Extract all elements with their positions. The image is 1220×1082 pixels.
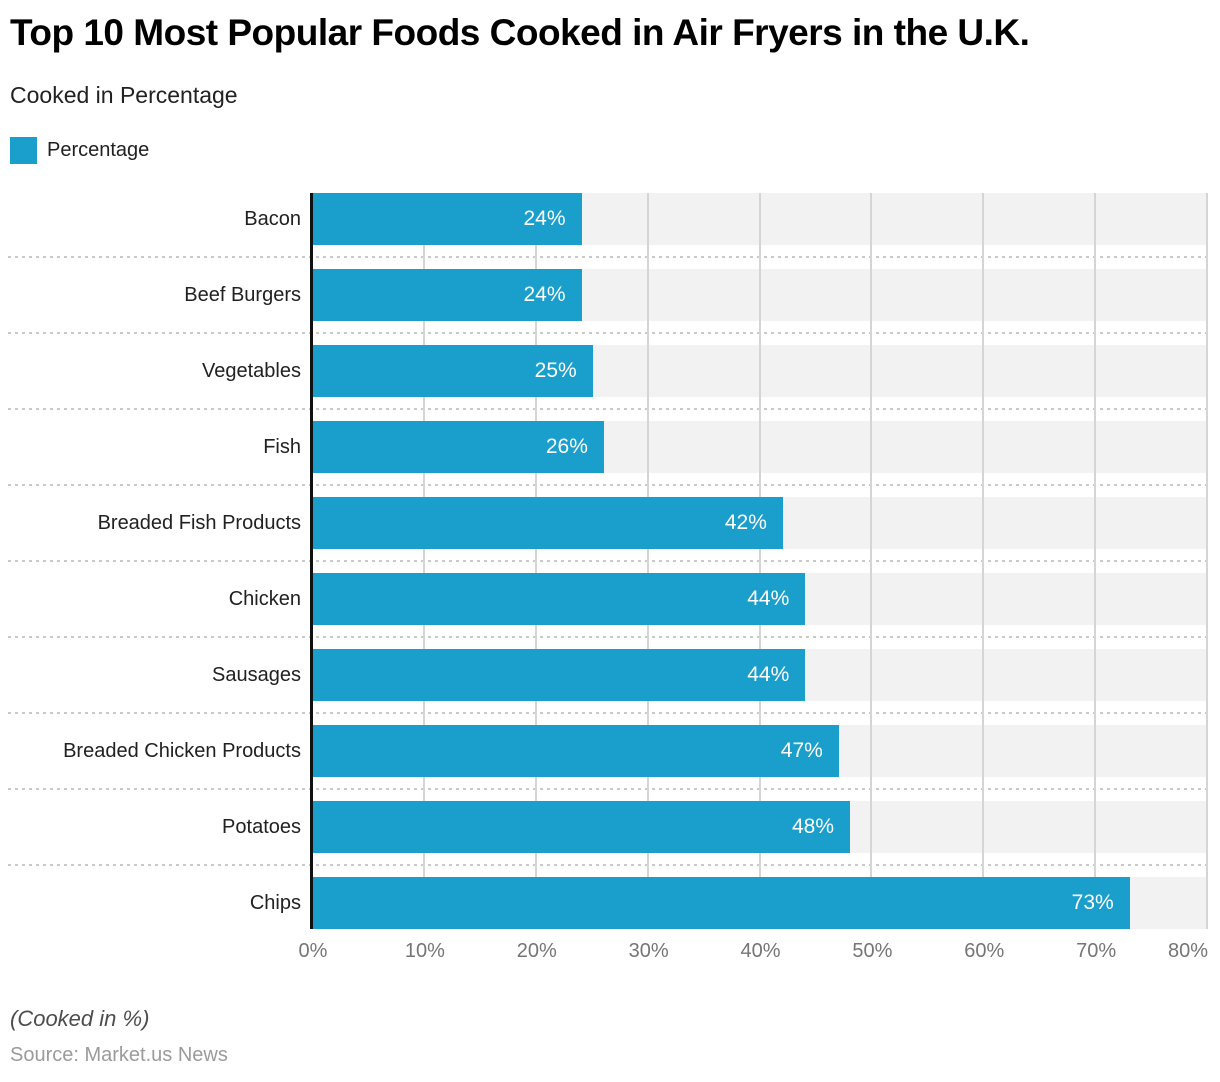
legend-swatch-icon <box>10 137 37 164</box>
row-separator <box>8 788 1208 790</box>
category-label: Breaded Fish Products <box>97 512 301 534</box>
x-tick-label: 80% <box>1167 940 1208 962</box>
chart-title: Top 10 Most Popular Foods Cooked in Air … <box>10 12 1030 53</box>
gridline <box>422 193 425 929</box>
bar-vegetables[interactable]: 25% <box>313 345 593 397</box>
bar-value-label: 44% <box>747 663 790 686</box>
gridline <box>534 193 537 929</box>
y-axis-line <box>310 193 313 929</box>
bar-breaded-chicken-products[interactable]: 47% <box>313 725 839 777</box>
row-separator <box>8 484 1208 486</box>
gridline <box>982 193 985 929</box>
bar-value-label: 42% <box>724 511 767 534</box>
legend-label: Percentage <box>47 139 150 161</box>
row-separator <box>8 636 1208 638</box>
x-tick-label: 30% <box>628 940 669 962</box>
row-separator <box>8 332 1208 334</box>
bar-beef-burgers[interactable]: 24% <box>313 269 582 321</box>
bar-value-label: 25% <box>534 359 577 382</box>
bar-sausages[interactable]: 44% <box>313 649 806 701</box>
bar-value-label: 73% <box>1071 891 1114 914</box>
bar-fish[interactable]: 26% <box>313 421 604 473</box>
legend-item-percentage[interactable]: Percentage <box>10 137 149 164</box>
row-separator <box>8 560 1208 562</box>
x-tick-label: 70% <box>1076 940 1117 962</box>
x-tick-label: 10% <box>404 940 445 962</box>
category-label: Chicken <box>228 588 301 610</box>
bar-chips[interactable]: 73% <box>313 877 1130 929</box>
bar-bacon[interactable]: 24% <box>313 193 582 245</box>
category-label: Potatoes <box>222 816 301 838</box>
gridline <box>758 193 761 929</box>
bar-breaded-fish-products[interactable]: 42% <box>313 497 783 549</box>
x-tick-label: 40% <box>740 940 781 962</box>
bar-value-label: 44% <box>747 587 790 610</box>
category-label: Fish <box>263 436 301 458</box>
chart-canvas: 24% 24% 25% 26% 42% 44% 44% 47% 48% 73% <box>313 193 1208 929</box>
x-tick-label: 50% <box>852 940 893 962</box>
category-label: Sausages <box>212 664 301 686</box>
row-separator <box>8 712 1208 714</box>
bar-value-label: 26% <box>545 435 588 458</box>
x-tick-label: 0% <box>298 940 328 962</box>
category-label: Breaded Chicken Products <box>63 740 301 762</box>
row-separator <box>8 864 1208 866</box>
bar-value-label: 24% <box>523 207 566 230</box>
category-label: Chips <box>249 892 301 914</box>
footnote: (Cooked in %) <box>10 1006 150 1031</box>
x-tick-label: 20% <box>516 940 557 962</box>
gridline <box>646 193 649 929</box>
bar-value-label: 48% <box>791 815 834 838</box>
category-label: Vegetables <box>202 360 301 382</box>
row-separator <box>8 408 1208 410</box>
row-separator <box>8 256 1208 258</box>
chart-subtitle: Cooked in Percentage <box>10 82 238 108</box>
gridline <box>1206 193 1208 929</box>
bar-potatoes[interactable]: 48% <box>313 801 850 853</box>
gridline <box>870 193 873 929</box>
bar-value-label: 47% <box>780 739 823 762</box>
gridline <box>1094 193 1097 929</box>
x-tick-label: 60% <box>964 940 1005 962</box>
category-label: Bacon <box>244 208 301 230</box>
bar-value-label: 24% <box>523 283 566 306</box>
category-label: Beef Burgers <box>184 284 301 306</box>
source-credit: Source: Market.us News <box>10 1044 228 1066</box>
bar-chicken[interactable]: 44% <box>313 573 806 625</box>
